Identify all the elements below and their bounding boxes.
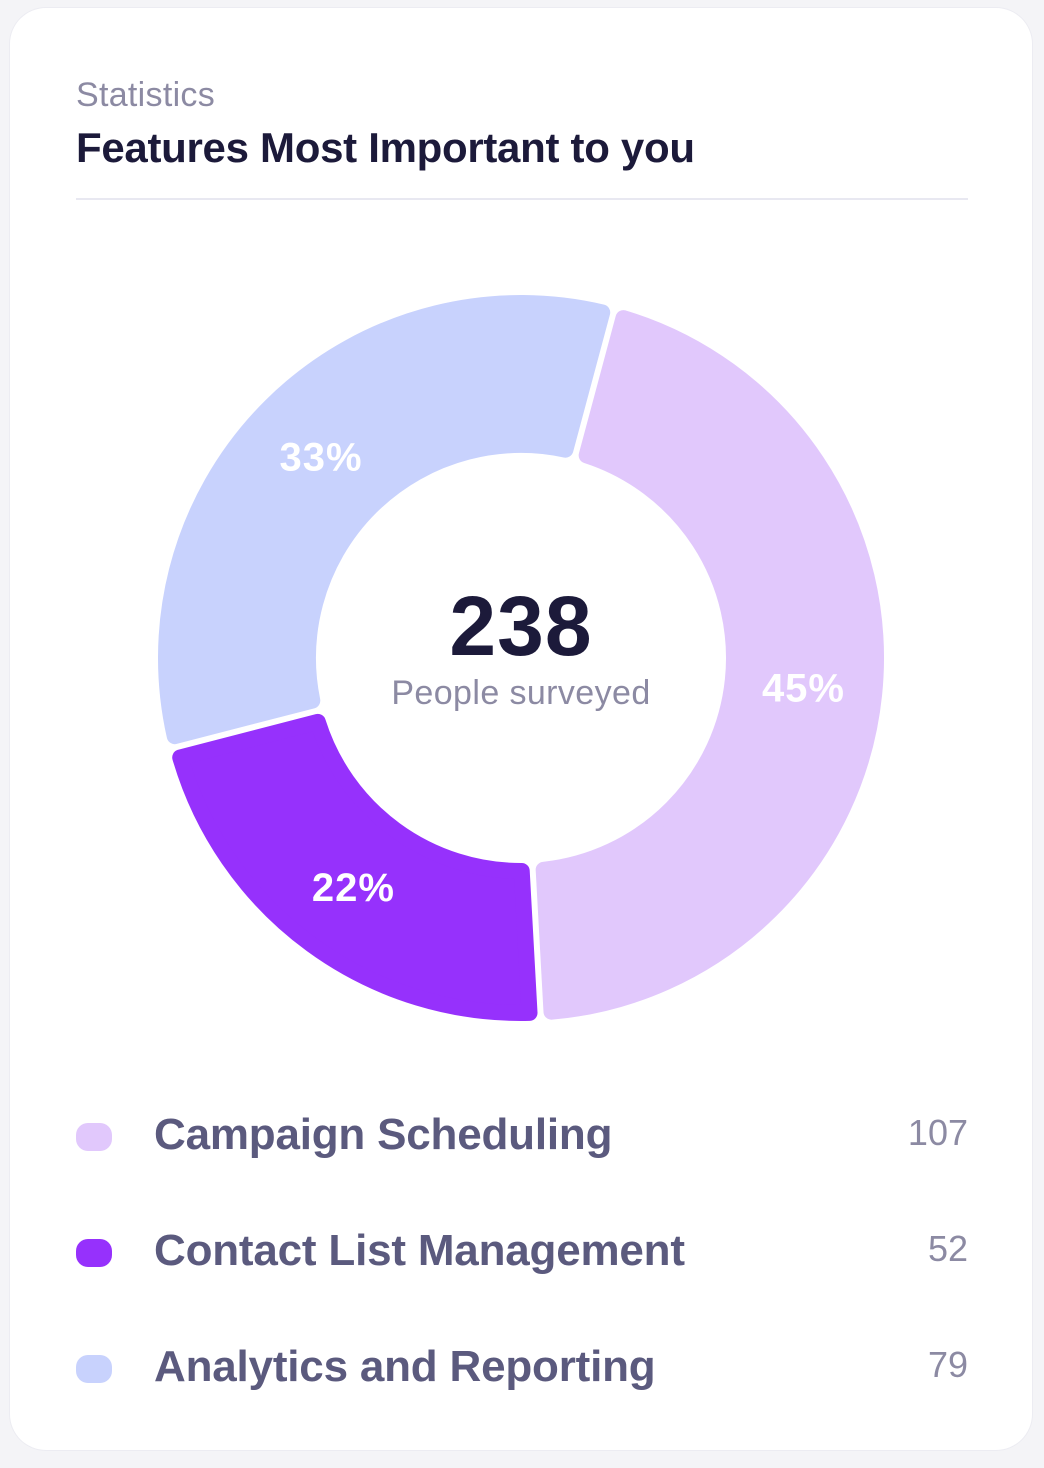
legend-label: Contact List Management xyxy=(154,1226,685,1275)
legend-item-analytics-and-reporting[interactable]: Analytics and Reporting 79 xyxy=(76,1300,968,1416)
donut-slice-contact-list-management[interactable] xyxy=(172,713,538,1021)
legend-swatch-campaign xyxy=(76,1123,112,1151)
legend-count: 107 xyxy=(907,1112,968,1153)
slice-label-contact-list-management: 22% xyxy=(312,866,395,910)
slice-label-analytics-and-reporting: 33% xyxy=(280,435,363,479)
center-label: People surveyed xyxy=(391,674,651,712)
legend-count: 52 xyxy=(927,1228,968,1269)
legend-swatch-analytics xyxy=(76,1355,112,1383)
statistics-card: Statistics Features Most Important to yo… xyxy=(10,8,1032,1450)
header-divider xyxy=(76,198,968,200)
donut-slice-analytics-and-reporting[interactable] xyxy=(158,295,611,745)
donut-chart: 45% 22% 33% xyxy=(158,295,884,1021)
legend-count: 79 xyxy=(927,1344,968,1385)
legend: Campaign Scheduling 107 Contact List Man… xyxy=(76,1068,968,1416)
card-title: Features Most Important to you xyxy=(76,124,695,171)
legend-item-contact-list-management[interactable]: Contact List Management 52 xyxy=(76,1184,968,1300)
card-kicker: Statistics xyxy=(76,76,216,114)
center-total: 238 xyxy=(449,579,593,673)
legend-item-campaign-scheduling[interactable]: Campaign Scheduling 107 xyxy=(76,1068,968,1184)
donut-slice-campaign-scheduling[interactable] xyxy=(535,310,884,1020)
legend-swatch-contact xyxy=(76,1239,112,1267)
legend-label: Campaign Scheduling xyxy=(154,1110,613,1159)
slice-label-campaign-scheduling: 45% xyxy=(762,666,845,710)
legend-label: Analytics and Reporting xyxy=(154,1342,656,1391)
